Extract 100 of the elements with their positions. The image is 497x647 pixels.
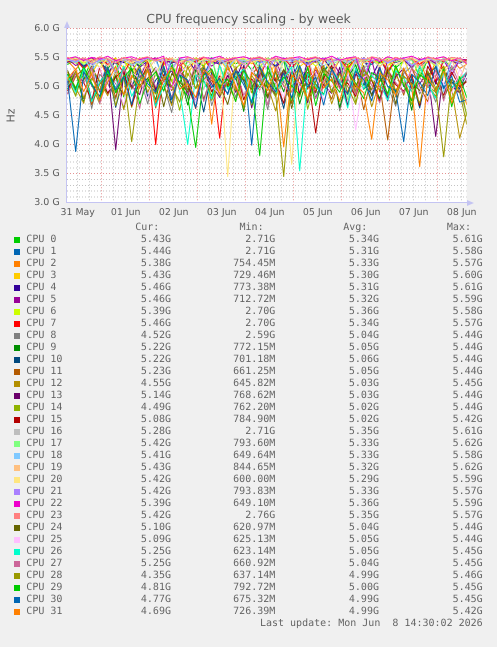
text: 675.32M [233, 594, 276, 606]
text: 4.77G [140, 594, 171, 606]
legend-label: CPU 12 [26, 378, 62, 390]
text: 5.04G [348, 330, 379, 342]
text: 5.60G [452, 270, 483, 282]
x-tick-label: 02 Jun [158, 206, 189, 218]
x-tick-label: 31 May [60, 206, 96, 218]
text: 5.59G [452, 294, 483, 306]
text: 768.62M [233, 390, 276, 402]
text: 5.05G [348, 546, 379, 558]
text: 5.32G [348, 294, 379, 306]
text: 2.70G [245, 306, 276, 318]
text: 772.15M [233, 342, 276, 354]
text: 5.44G [452, 330, 483, 342]
legend-label: CPU 7 [26, 318, 56, 330]
y-tick-label: 3.5 G [34, 168, 60, 180]
text: 5.09G [140, 534, 171, 546]
x-tick-label: 08 Jun [446, 206, 477, 218]
text: 5.31G [348, 282, 379, 294]
text: 5.45G [452, 546, 483, 558]
text: 625.13M [233, 534, 276, 546]
text: 620.97M [233, 522, 276, 534]
text: 5.10G [140, 522, 171, 534]
chart-title: CPU frequency scaling - by week [146, 11, 351, 26]
text: 793.83M [233, 486, 276, 498]
text: 5.22G [140, 342, 171, 354]
text: 5.61G [452, 234, 483, 246]
text: 5.58G [452, 306, 483, 318]
text: 5.58G [452, 450, 483, 462]
x-tick-label: 03 Jun [206, 206, 237, 218]
text: 5.36G [348, 306, 379, 318]
text: 754.45M [233, 258, 276, 270]
text: 5.45G [452, 558, 483, 570]
legend-label: CPU 2 [26, 258, 56, 270]
text: 5.34G [348, 234, 379, 246]
legend-label: CPU 16 [26, 426, 62, 438]
text: 5.61G [452, 426, 483, 438]
text: 5.31G [348, 246, 379, 258]
legend-label: CPU 5 [26, 294, 56, 306]
legend-label: CPU 18 [26, 450, 62, 462]
text: 5.05G [348, 534, 379, 546]
text: Cur: [135, 222, 160, 234]
text: 5.39G [140, 306, 171, 318]
text: 2.70G [245, 318, 276, 330]
legend-label: CPU 11 [26, 366, 62, 378]
x-tick-label: 06 Jun [350, 206, 381, 218]
text: 649.10M [233, 498, 276, 510]
text: 5.22G [140, 354, 171, 366]
text: 4.49G [140, 402, 171, 414]
legend-label: CPU 15 [26, 414, 62, 426]
text: 600.00M [233, 474, 276, 486]
text: 773.38M [233, 282, 276, 294]
y-tick-label: 6.0 G [34, 22, 60, 34]
text: 5.04G [348, 522, 379, 534]
text: 5.57G [452, 318, 483, 330]
legend-label: CPU 6 [26, 306, 56, 318]
text: 5.42G [140, 510, 171, 522]
text: 5.45G [452, 378, 483, 390]
text: 5.32G [348, 462, 379, 474]
text: 5.25G [140, 558, 171, 570]
text: 5.46G [140, 318, 171, 330]
text: 5.44G [452, 342, 483, 354]
text: 5.33G [348, 438, 379, 450]
text: 2.71G [245, 426, 276, 438]
text: 623.14M [233, 546, 276, 558]
text: 645.82M [233, 378, 276, 390]
text: 5.62G [452, 438, 483, 450]
legend-label: CPU 22 [26, 498, 62, 510]
y-axis-title: Hz [4, 108, 18, 123]
text: 5.14G [140, 390, 171, 402]
text: 729.46M [233, 270, 276, 282]
legend-label: CPU 13 [26, 390, 62, 402]
legend-label: CPU 25 [26, 534, 62, 546]
text: 5.28G [140, 426, 171, 438]
y-tick-label: 3.0 G [34, 197, 60, 208]
text: 5.46G [140, 294, 171, 306]
text: 844.65M [233, 462, 276, 474]
text: 5.42G [140, 486, 171, 498]
text: 793.60M [233, 438, 276, 450]
text: 4.99G [348, 606, 379, 618]
legend-label: CPU 4 [26, 282, 56, 294]
text: 4.69G [140, 606, 171, 618]
text: 5.59G [452, 498, 483, 510]
legend-label: CPU 19 [26, 462, 62, 474]
text: 5.57G [452, 486, 483, 498]
text: 5.44G [452, 366, 483, 378]
text: 661.25M [233, 366, 276, 378]
legend-label: CPU 23 [26, 510, 62, 522]
x-tick-label: 04 Jun [254, 206, 285, 218]
text: 5.25G [140, 546, 171, 558]
text: 2.71G [245, 234, 276, 246]
text: 792.72M [233, 582, 276, 594]
y-tick-label: 5.0 G [34, 80, 60, 92]
text: 5.61G [452, 282, 483, 294]
y-tick-label: 5.5 G [34, 52, 60, 63]
text: 649.64M [233, 450, 276, 462]
text: 5.33G [348, 486, 379, 498]
legend-label: CPU 9 [26, 342, 56, 354]
text: 4.35G [140, 570, 171, 582]
text: 5.44G [452, 390, 483, 402]
